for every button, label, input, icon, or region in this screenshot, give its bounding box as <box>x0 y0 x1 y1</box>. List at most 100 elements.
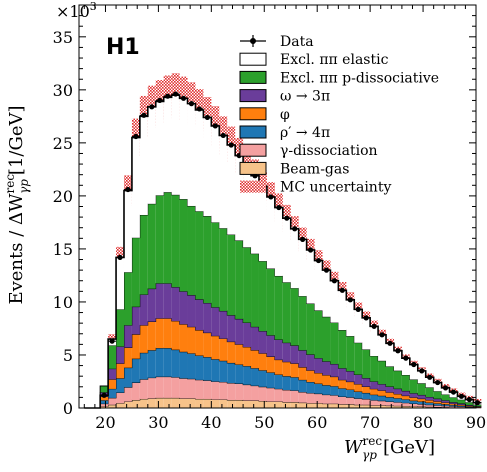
stack-bin-excl-p-dissociative <box>291 288 299 345</box>
stack-bin--dissociation <box>188 379 196 399</box>
stack-bin--4- <box>243 366 251 385</box>
stack-bin--4- <box>124 368 132 388</box>
stack-bin-beam-gas <box>180 398 188 408</box>
stack-bin-excl-elastic <box>164 97 172 192</box>
stack-bin--3- <box>156 283 164 318</box>
stack-bin--4- <box>291 377 299 390</box>
stack-bin--dissociation <box>219 382 227 399</box>
data-point <box>419 368 424 373</box>
stack-bin-excl-p-dissociative <box>410 379 418 393</box>
legend-swatch <box>240 71 266 83</box>
stack-bin-beam-gas <box>330 404 338 408</box>
stack-bin--3- <box>243 323 251 347</box>
stack-bin-excl-elastic <box>172 95 180 195</box>
stack-bin--3- <box>418 395 426 399</box>
data-point <box>197 106 202 111</box>
stack-bin-- <box>108 379 116 389</box>
stack-bin-excl-elastic <box>307 250 315 304</box>
stack-bin-excl-p-dissociative <box>275 276 283 340</box>
stack-bin--dissociation <box>243 385 251 401</box>
legend-swatch <box>240 108 266 120</box>
stack-bin-excl-p-dissociative <box>330 323 338 364</box>
stack-bin-excl-p-dissociative <box>124 272 132 325</box>
stack-bin-excl-elastic <box>394 351 402 371</box>
data-point <box>102 393 107 398</box>
stack-bin-excl-elastic <box>346 300 354 336</box>
stack-bin-beam-gas <box>243 401 251 408</box>
stack-bin--dissociation <box>116 393 124 404</box>
stack-bin--4- <box>346 390 354 398</box>
stack-bin-excl-elastic <box>291 229 299 288</box>
stack-bin-beam-gas <box>124 402 132 408</box>
stack-bin-beam-gas <box>211 400 219 408</box>
stack-bin-excl-p-dissociative <box>299 296 307 350</box>
stack-bin-excl-p-dissociative <box>243 247 251 322</box>
stack-bin-- <box>227 342 235 363</box>
stack-bin-beam-gas <box>172 398 180 408</box>
stack-bin--4- <box>180 352 188 379</box>
stack-bin-excl-p-dissociative <box>227 235 235 316</box>
legend-label: Excl. ππ elastic <box>280 52 389 68</box>
stack-bin-excl-elastic <box>378 335 386 361</box>
stack-bin-- <box>307 370 315 382</box>
stack-bin--4- <box>386 397 394 401</box>
stack-bin--4- <box>330 386 338 395</box>
stack-bin--3- <box>116 346 124 363</box>
stack-bin--3- <box>362 378 370 386</box>
x-tick-label: 50 <box>254 413 274 432</box>
stack-bin-excl-p-dissociative <box>322 317 330 362</box>
stack-bin--4- <box>156 348 164 377</box>
stack-bin--3- <box>148 289 156 322</box>
stack-bin--4- <box>362 393 370 399</box>
stack-bin--4- <box>307 382 315 393</box>
data-point <box>340 288 345 293</box>
stack-bin-excl-p-dissociative <box>315 310 323 358</box>
stack-bin-excl-p-dissociative <box>100 386 108 392</box>
stack-bin--4- <box>140 353 148 380</box>
data-point <box>348 297 353 302</box>
stack-bin--3- <box>338 368 346 380</box>
stack-bin--3- <box>299 350 307 367</box>
stack-bin-excl-elastic <box>338 290 346 330</box>
stack-bin-excl-p-dissociative <box>188 206 196 295</box>
stack-bin--dissociation <box>275 389 283 402</box>
legend-label: Beam-gas <box>280 161 349 177</box>
legend-label: ρ′ → 4π <box>280 125 330 141</box>
stack-bin-beam-gas <box>227 400 235 408</box>
data-point <box>284 216 289 221</box>
legend-label: φ <box>280 107 290 123</box>
stack-bin--dissociation <box>156 377 164 398</box>
stack-bin-beam-gas <box>291 402 299 408</box>
stack-bin-beam-gas <box>267 402 275 408</box>
data-point <box>451 389 456 394</box>
stack-bin-excl-p-dissociative <box>378 361 386 384</box>
stack-bin-- <box>188 327 196 354</box>
legend-label: MC uncertainty <box>280 180 391 196</box>
stack-bin--4- <box>235 365 243 384</box>
stack-bin--4- <box>259 370 267 386</box>
stack-bin--4- <box>227 363 235 383</box>
stack-bin-- <box>156 318 164 348</box>
stack-bin--4- <box>132 359 140 383</box>
stack-bin--4- <box>100 400 108 403</box>
stack-bin-beam-gas <box>259 401 267 408</box>
stack-bin-- <box>370 389 378 395</box>
data-point <box>221 133 226 138</box>
x-tick-label: 90 <box>466 413 486 432</box>
stack-bin-- <box>251 350 259 368</box>
data-point <box>125 187 130 192</box>
stack-bin--dissociation <box>140 379 148 399</box>
stack-bin--4- <box>299 380 307 392</box>
stack-bin-excl-p-dissociative <box>402 375 410 391</box>
stack-bin-excl-p-dissociative <box>354 343 362 375</box>
stack-bin-beam-gas <box>132 400 140 408</box>
stack-bin--3- <box>132 307 140 335</box>
stack-bin--dissociation <box>259 387 267 401</box>
stack-bin-excl-p-dissociative <box>426 387 434 397</box>
stack-bin--4- <box>219 361 227 382</box>
stack-bin-excl-elastic <box>156 102 164 196</box>
stack-bin-- <box>267 357 275 373</box>
stack-bin--4- <box>315 384 323 394</box>
stack-bin--3- <box>235 319 243 344</box>
